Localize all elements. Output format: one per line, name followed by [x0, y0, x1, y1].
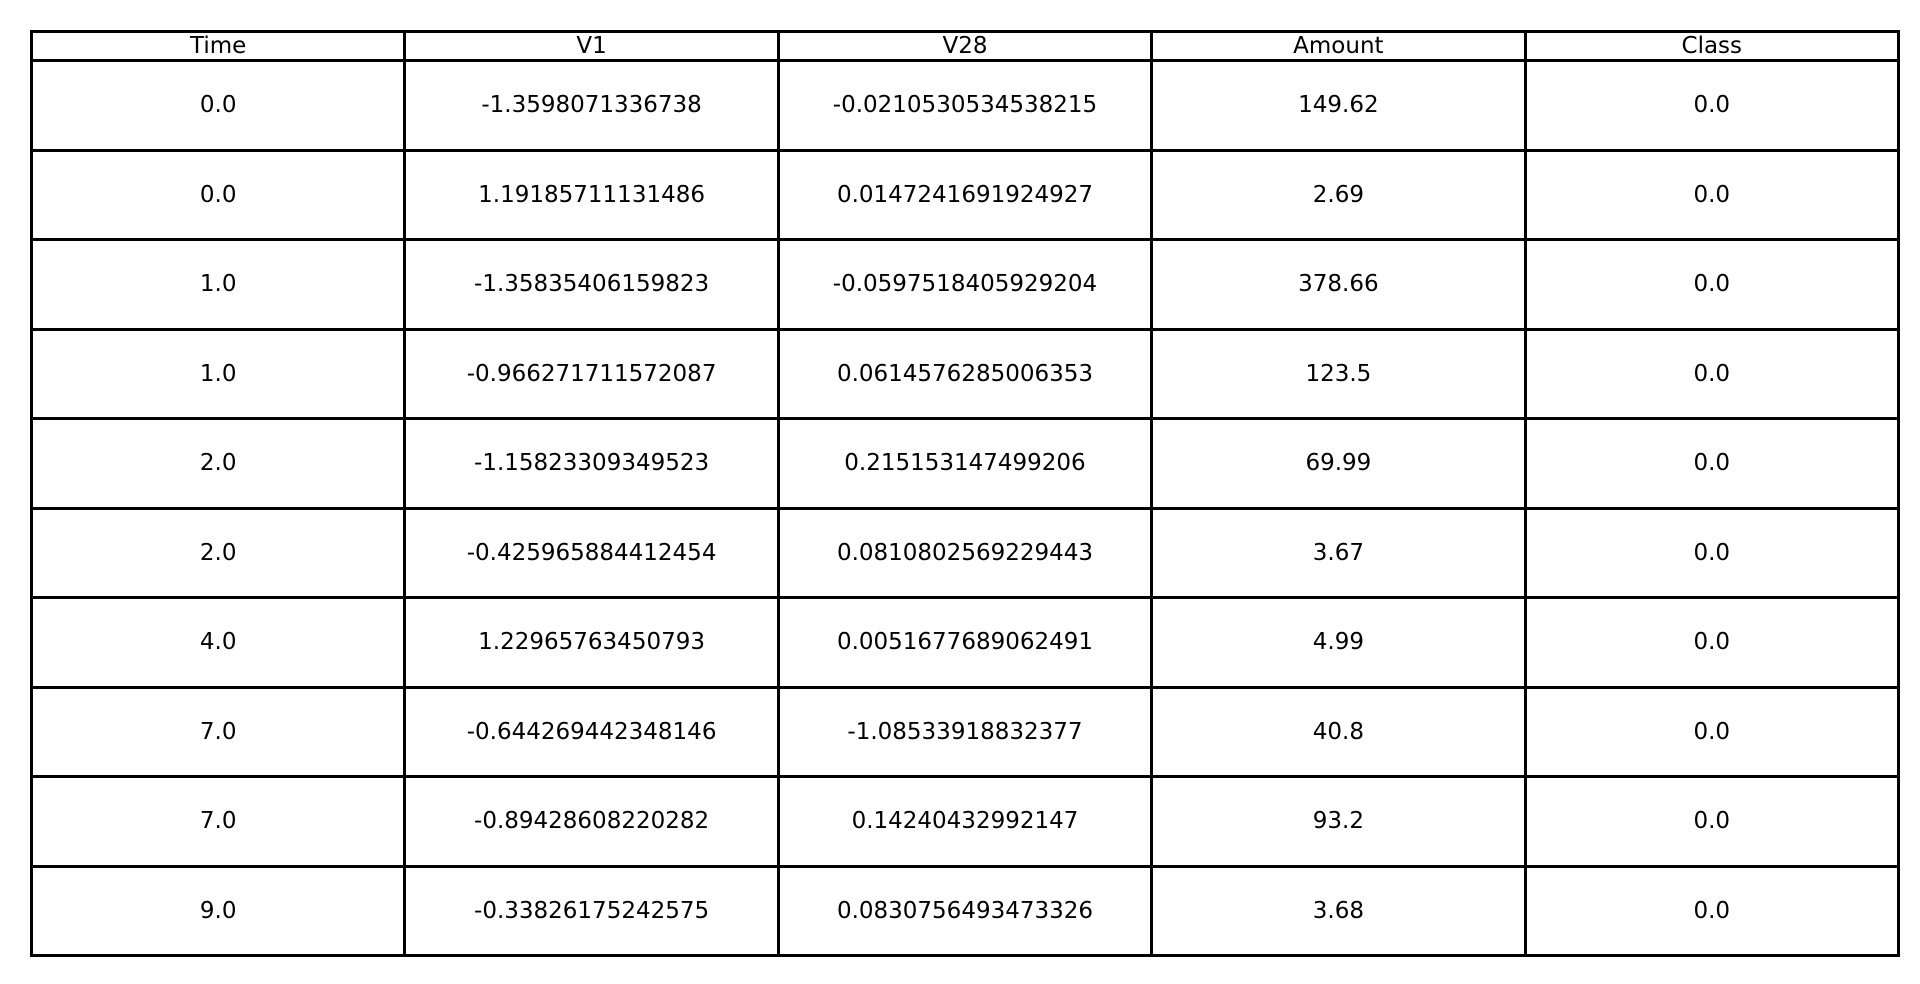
- table-cell-v1: -0.644269442348146: [403, 685, 780, 778]
- table-row: 0.0 1.19185711131486 0.0147241691924927 2.6…: [29, 148, 1901, 241]
- column-header-v28: V28: [776, 30, 1154, 62]
- table-cell-v28: 0.0147241691924927: [776, 148, 1154, 241]
- table-row: 0.0 -1.3598071336738 -0.0210530534538215 14…: [29, 59, 1901, 152]
- table-cell-v1: 1.22965763450793: [403, 596, 780, 689]
- table-cell-time: 7.0: [29, 685, 407, 778]
- table-cell-amount: 3.67: [1150, 506, 1527, 599]
- table-cell-v1: -1.3598071336738: [403, 59, 780, 152]
- table-cell-v28: 0.0810802569229443: [776, 506, 1154, 599]
- table-cell-v28: 0.0614576285006353: [776, 327, 1154, 420]
- table-cell-v28: -0.0597518405929204: [776, 238, 1154, 331]
- column-header-time: Time: [29, 30, 407, 62]
- table-row: 1.0 -1.35835406159823 -0.0597518405929204 3…: [29, 238, 1901, 331]
- table-cell-class: 0.0: [1523, 685, 1901, 778]
- table-cell-class: 0.0: [1523, 775, 1901, 868]
- table-row: 4.0 1.22965763450793 0.0051677689062491 4.9…: [29, 596, 1901, 689]
- table-cell-time: 0.0: [29, 59, 407, 152]
- table-cell-time: 0.0: [29, 148, 407, 241]
- header-row: Time V1 V28 Amount Class: [29, 30, 1901, 62]
- table-cell-amount: 2.69: [1150, 148, 1527, 241]
- table-row: 7.0 -0.89428608220282 0.14240432992147 93.2…: [29, 775, 1901, 868]
- table-cell-time: 9.0: [29, 864, 407, 957]
- table-cell-amount: 123.5: [1150, 327, 1527, 420]
- column-header-class: Class: [1523, 30, 1901, 62]
- table-row: 9.0 -0.33826175242575 0.0830756493473326 3.…: [29, 864, 1901, 957]
- table-cell-amount: 69.99: [1150, 417, 1527, 510]
- table-row: 1.0 -0.966271711572087 0.0614576285006353 1…: [29, 327, 1901, 420]
- column-header-v1: V1: [403, 30, 780, 62]
- table-cell-class: 0.0: [1523, 327, 1901, 420]
- table-cell-v1: -0.966271711572087: [403, 327, 780, 420]
- table-cell-v28: 0.14240432992147: [776, 775, 1154, 868]
- table-cell-v28: -1.08533918832377: [776, 685, 1154, 778]
- table-cell-v1: -0.33826175242575: [403, 864, 780, 957]
- table-cell-v28: 0.0051677689062491: [776, 596, 1154, 689]
- table-row: 2.0 -0.425965884412454 0.0810802569229443 3…: [29, 506, 1901, 599]
- table-cell-class: 0.0: [1523, 238, 1901, 331]
- table-cell-v28: 0.215153147499206: [776, 417, 1154, 510]
- table-cell-class: 0.0: [1523, 59, 1901, 152]
- table-cell-amount: 149.62: [1150, 59, 1527, 152]
- table-cell-class: 0.0: [1523, 506, 1901, 599]
- table-cell-amount: 93.2: [1150, 775, 1527, 868]
- table-cell-class: 0.0: [1523, 864, 1901, 957]
- column-header-amount: Amount: [1150, 30, 1527, 62]
- table-cell-v1: -0.425965884412454: [403, 506, 780, 599]
- table-cell-time: 2.0: [29, 417, 407, 510]
- table-cell-class: 0.0: [1523, 596, 1901, 689]
- table-cell-amount: 4.99: [1150, 596, 1527, 689]
- table-cell-amount: 378.66: [1150, 238, 1527, 331]
- table-cell-time: 1.0: [29, 327, 407, 420]
- table-cell-v1: -0.89428608220282: [403, 775, 780, 868]
- table-cell-amount: 3.68: [1150, 864, 1527, 957]
- table-cell-amount: 40.8: [1150, 685, 1527, 778]
- table-cell-v1: 1.19185711131486: [403, 148, 780, 241]
- table-row: 7.0 -0.644269442348146 -1.08533918832377 40…: [29, 685, 1901, 778]
- table-cell-class: 0.0: [1523, 417, 1901, 510]
- table-header: Time V1 V28 Amount Class: [29, 30, 1901, 62]
- table-cell-v1: -1.35835406159823: [403, 238, 780, 331]
- table-body: 0.0 -1.3598071336738 -0.0210530534538215 14…: [29, 59, 1901, 957]
- table-cell-v1: -1.15823309349523: [403, 417, 780, 510]
- table-cell-class: 0.0: [1523, 148, 1901, 241]
- table-cell-v28: 0.0830756493473326: [776, 864, 1154, 957]
- table-cell-time: 2.0: [29, 506, 407, 599]
- table-cell-time: 4.0: [29, 596, 407, 689]
- table-cell-time: 7.0: [29, 775, 407, 868]
- table-cell-time: 1.0: [29, 238, 407, 331]
- data-table: Time V1 V28 Amount Class 0.0 -1.359807133…: [29, 30, 1901, 957]
- table-row: 2.0 -1.15823309349523 0.215153147499206 69.…: [29, 417, 1901, 510]
- table-cell-v28: -0.0210530534538215: [776, 59, 1154, 152]
